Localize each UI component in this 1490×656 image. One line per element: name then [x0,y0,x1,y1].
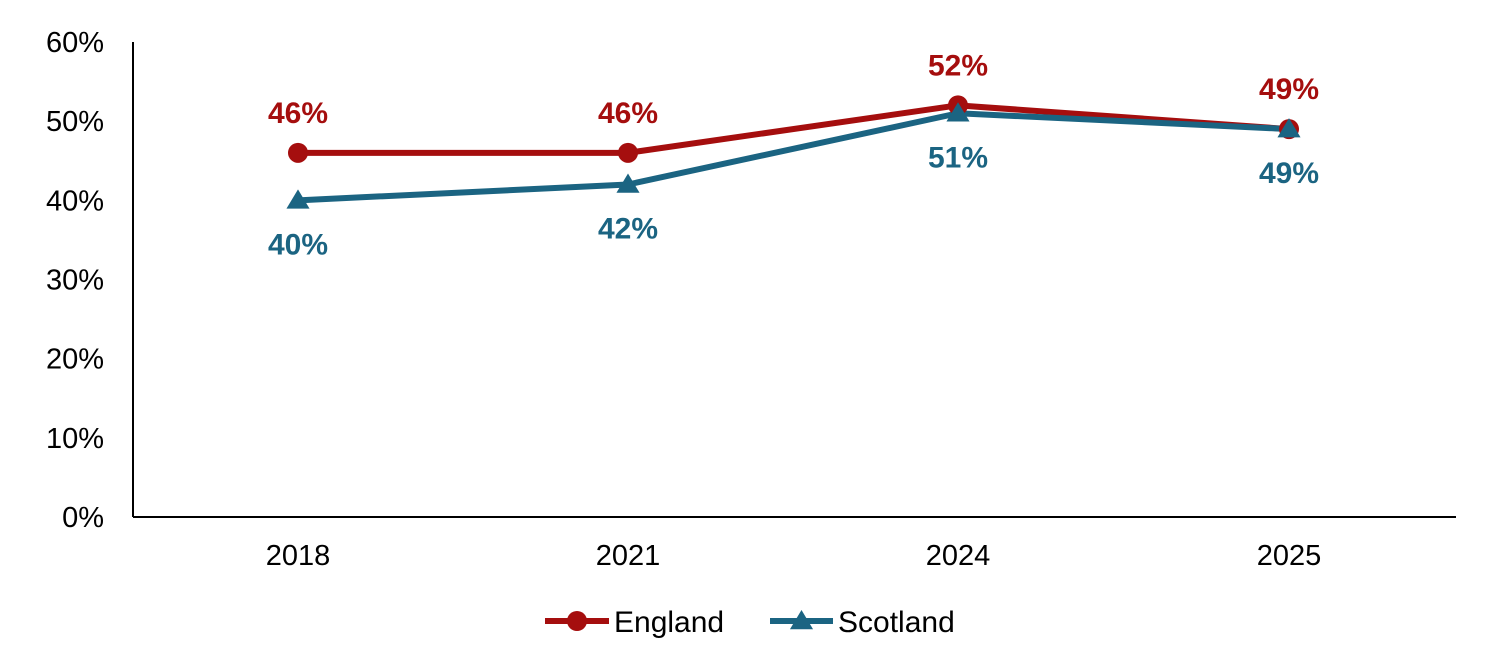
y-tick-label: 50% [46,106,104,138]
legend-marker-scotland [789,610,814,630]
england-point-marker [618,142,638,163]
legend: England Scotland [545,606,955,639]
y-tick-label: 30% [46,265,104,297]
england-point-marker [288,142,308,163]
legend-label-scotland: Scotland [838,606,955,639]
x-tick-label: 2024 [926,540,991,572]
scotland-point-marker [946,102,970,122]
scotland-point-marker [1277,118,1301,138]
scotland-data-label: 40% [268,228,328,261]
y-tick-label: 60% [46,27,104,59]
y-tick-label: 20% [46,344,104,376]
x-tick-label: 2025 [1257,540,1322,572]
x-tick-label: 2021 [596,540,661,572]
y-tick-label: 40% [46,185,104,217]
england-series-line [298,102,1290,156]
legend-label-england: England [614,606,724,639]
england-data-label: 52% [928,49,988,82]
legend-item-scotland: Scotland [770,606,955,639]
series-markers [286,95,1301,209]
y-tick-label: 0% [62,502,104,534]
scotland-data-label: 49% [1259,157,1319,190]
scotland-data-label: 51% [928,141,988,174]
y-tick-label: 10% [46,423,104,455]
axes [132,42,1456,518]
series-lines [297,102,1290,204]
england-data-label: 46% [598,97,658,130]
x-tick-label: 2018 [266,540,331,572]
y-axis-tick-labels: 0% 10% 20% 30% 40% 50% 60% [46,27,104,534]
data-labels: 46% 46% 52% 49% 40% 42% 51% 49% [268,49,1319,261]
legend-marker-england [567,611,587,631]
scotland-point-marker [286,189,310,209]
england-data-label: 49% [1259,73,1319,106]
scotland-point-marker [616,173,640,193]
england-data-label: 46% [268,97,328,130]
scotland-data-label: 42% [598,213,658,246]
x-axis-tick-labels: 2018 2021 2024 2025 [266,540,1322,572]
scotland-series-line [297,110,1290,204]
legend-item-england: England [545,606,724,639]
